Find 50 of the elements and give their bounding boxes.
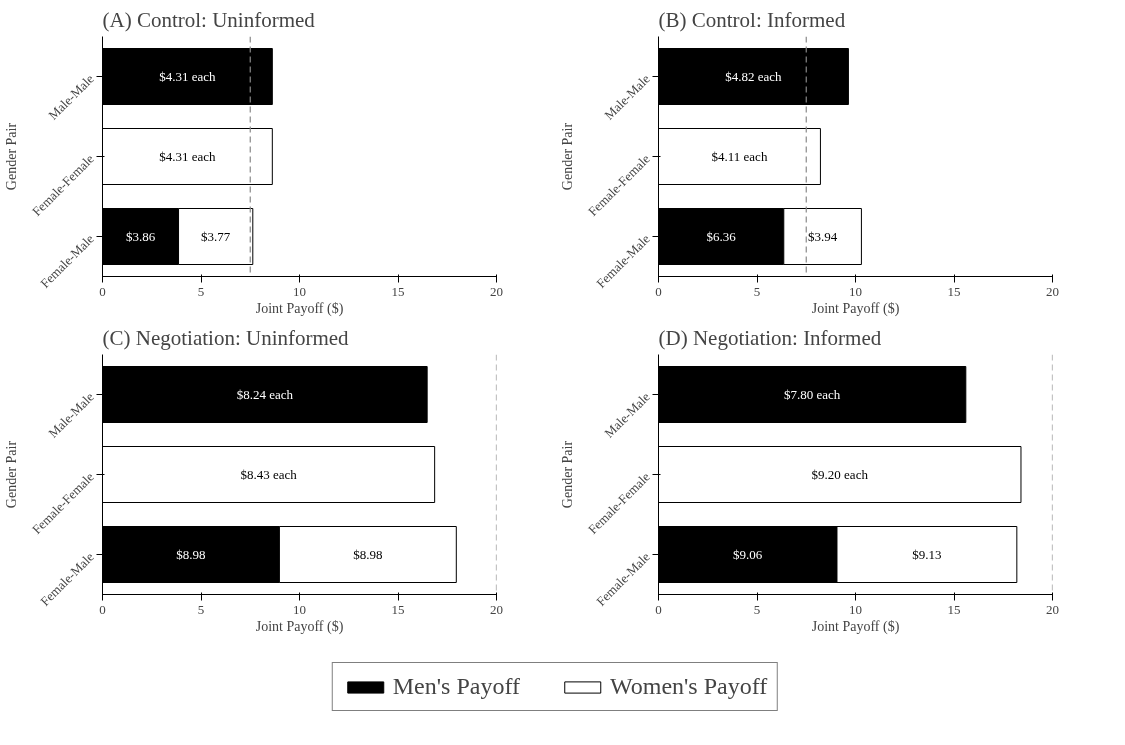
x-tick-label: 10 bbox=[849, 283, 862, 299]
chart-title: (C) Negotiation: Uninformed bbox=[102, 325, 350, 350]
data-label: $3.86 bbox=[125, 229, 156, 244]
data-label: $6.36 bbox=[706, 229, 737, 244]
x-tick-label: 15 bbox=[391, 601, 405, 617]
annotation: $8.24 each bbox=[236, 387, 294, 402]
x-tick-label: 5 bbox=[753, 601, 761, 617]
x-tick-label: 15 bbox=[391, 283, 405, 299]
x-axis-title: Joint Payoff ($) bbox=[255, 618, 344, 635]
y-axis-title: Gender Pair bbox=[559, 122, 575, 191]
x-axis-title: Joint Payoff ($) bbox=[255, 300, 344, 317]
annotation: $4.31 each bbox=[159, 149, 217, 164]
y-axis-title: Gender Pair bbox=[559, 440, 575, 509]
data-label: $9.13 bbox=[912, 547, 942, 562]
x-tick-label: 10 bbox=[293, 601, 306, 617]
annotation: $7.80 each bbox=[784, 387, 841, 402]
x-tick-label: 5 bbox=[197, 601, 205, 617]
x-tick-label: 5 bbox=[753, 283, 761, 299]
y-axis-title: Gender Pair bbox=[3, 440, 19, 509]
x-tick-label: 20 bbox=[1046, 601, 1059, 617]
annotation: $4.82 each bbox=[725, 69, 783, 84]
x-tick-label: 20 bbox=[490, 601, 503, 617]
x-tick-label: 0 bbox=[99, 283, 106, 299]
annotation: $9.20 each bbox=[811, 467, 869, 482]
x-tick-label: 0 bbox=[655, 283, 662, 299]
annotation: $4.11 each bbox=[711, 149, 768, 164]
x-axis-title: Joint Payoff ($) bbox=[811, 300, 900, 317]
x-tick-label: 15 bbox=[947, 283, 961, 299]
x-tick-label: 10 bbox=[293, 283, 306, 299]
x-tick-label: 0 bbox=[655, 601, 662, 617]
x-tick-label: 10 bbox=[849, 601, 862, 617]
x-tick-label: 15 bbox=[947, 601, 961, 617]
chart-title: (B) Control: Informed bbox=[658, 7, 846, 32]
data-label: $3.77 bbox=[201, 229, 231, 244]
data-label: $8.98 bbox=[176, 547, 206, 562]
annotation: $8.43 each bbox=[240, 467, 298, 482]
data-label: $8.98 bbox=[353, 547, 383, 562]
data-label: $9.06 bbox=[733, 547, 763, 562]
x-axis-title: Joint Payoff ($) bbox=[811, 618, 900, 635]
legend-label: Men's Payoff bbox=[392, 673, 520, 700]
y-axis-title: Gender Pair bbox=[3, 122, 19, 191]
chart-title: (A) Control: Uninformed bbox=[102, 7, 316, 32]
x-tick-label: 5 bbox=[197, 283, 205, 299]
x-tick-label: 0 bbox=[99, 601, 106, 617]
x-tick-label: 20 bbox=[490, 283, 503, 299]
data-label: $3.94 bbox=[807, 229, 838, 244]
legend-label: Women's Payoff bbox=[609, 673, 768, 700]
x-tick-label: 20 bbox=[1046, 283, 1059, 299]
annotation: $4.31 each bbox=[159, 69, 217, 84]
chart-title: (D) Negotiation: Informed bbox=[658, 325, 882, 350]
